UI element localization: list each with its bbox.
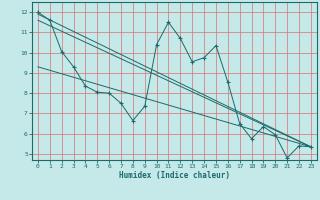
X-axis label: Humidex (Indice chaleur): Humidex (Indice chaleur) xyxy=(119,171,230,180)
